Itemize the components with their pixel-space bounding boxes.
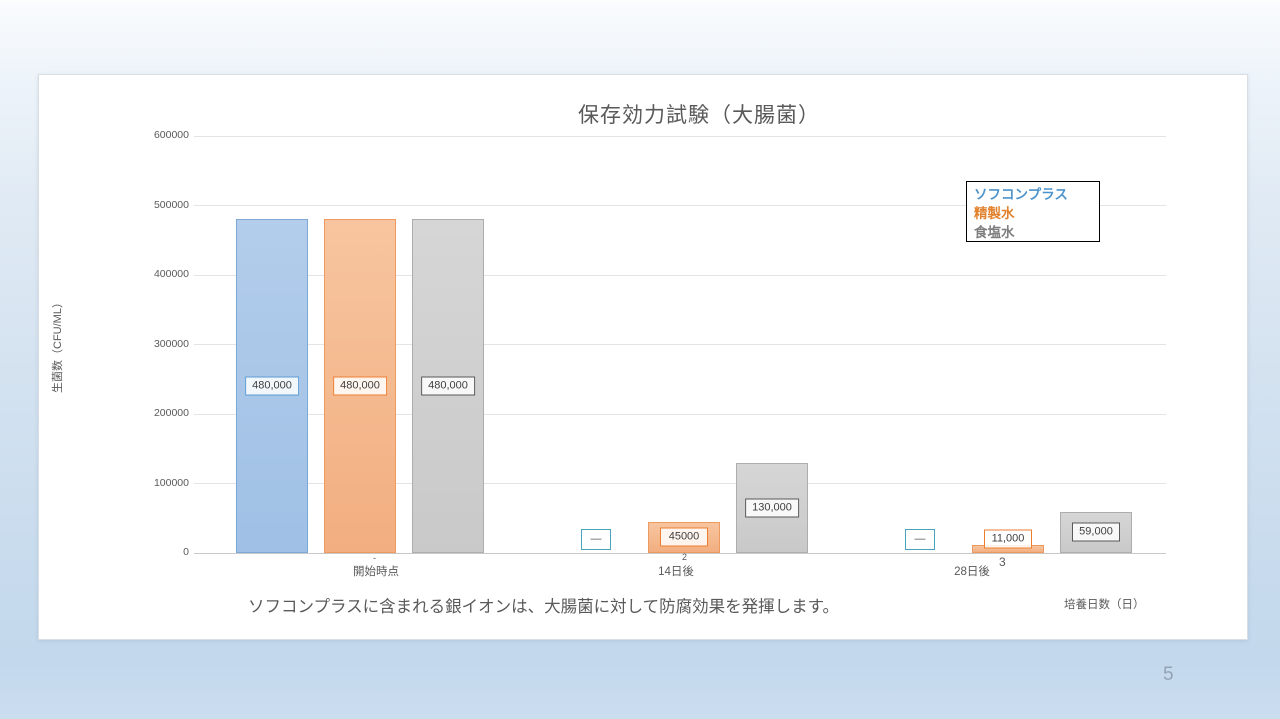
data-label-series1-cat1: 45000 [660,527,708,547]
x-category-label: 開始時点 [353,566,399,578]
legend: ソフコンプラス 精製水食塩水 [966,181,1100,242]
y-tick-label: 0 [183,546,189,558]
x-category-label: 28日後 [954,566,990,578]
y-tick-label: 500000 [153,198,189,211]
plot-area: 0 100000 200000 300000 400000 500000 600000 480… [39,75,1247,639]
slide: 保存効力試験（大腸菌） 生菌数（CFU/ML） 0 100000 200000 300… [38,74,1248,640]
x-category-label: 14日後 [658,566,694,578]
legend-item-1: 精製水 [974,206,1015,221]
gridline [194,413,1166,415]
gridline [194,552,1166,554]
chart-title: 保存効力試験（大腸菌） [578,104,820,127]
slide-caption: ソフコンプラスに含まれる銀イオンは、大腸菌に対して防腐効果を発揮します。 [248,598,840,616]
gridline [194,344,1166,345]
data-label-series2-cat0: 480,000 [421,376,475,396]
axis-tick-artifact: 3 [999,555,1006,569]
gridline [194,135,1166,137]
axis-tick-artifact: 2 [682,552,688,562]
page-number: 5 [1163,664,1174,685]
legend-item-2: 食塩水 [974,225,1015,240]
data-label-series1-cat0: 480,000 [333,376,387,396]
y-tick-label: 300000 [153,337,189,350]
null-marker-series0-cat2: — [905,529,935,550]
data-label-series2-cat2: 59,000 [1072,522,1120,542]
gridline [194,483,1166,484]
null-marker-series0-cat1: — [581,529,611,550]
gridline [194,274,1166,276]
legend-item-0: ソフコンプラス [974,187,1068,202]
y-tick-label: 100000 [153,476,189,489]
data-label-series0-cat0: 480,000 [245,376,299,396]
axis-tick-artifact: - [373,553,376,563]
gridline [194,205,1166,206]
data-label-series1-cat2: 11,000 [984,529,1032,549]
y-tick-label: 400000 [153,268,189,280]
y-tick-label: 600000 [153,129,189,141]
x-axis-title: 培養日数（日） [1064,599,1145,611]
data-label-series2-cat1: 130,000 [745,498,799,518]
y-tick-label: 200000 [153,407,189,419]
